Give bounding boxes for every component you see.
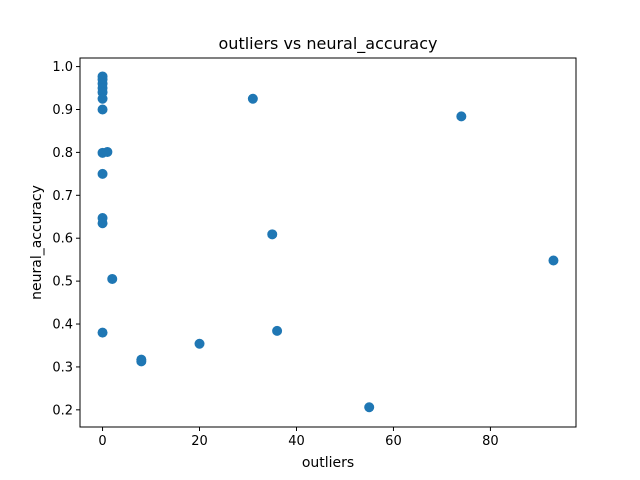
x-tick-label: 80 <box>482 434 499 449</box>
y-tick-label: 0.3 <box>52 360 73 375</box>
data-point <box>247 93 258 104</box>
data-point <box>97 93 108 104</box>
data-point <box>267 229 278 240</box>
data-points <box>97 71 559 413</box>
y-tick-label: 0.4 <box>52 318 73 333</box>
x-axis-label: outliers <box>302 455 354 471</box>
data-point <box>456 111 467 122</box>
y-tick-label: 0.2 <box>52 403 73 418</box>
y-tick-label: 0.9 <box>52 103 73 118</box>
data-point <box>548 255 559 266</box>
x-tick-label: 60 <box>385 434 402 449</box>
data-point <box>97 104 108 115</box>
data-point <box>97 218 108 229</box>
y-tick-label: 0.7 <box>52 189 73 204</box>
plot-area-frame <box>79 57 577 428</box>
x-axis-ticks: 0 20 40 60 80 <box>98 427 499 449</box>
y-tick-label: 1.0 <box>52 60 73 75</box>
x-tick-label: 20 <box>191 434 208 449</box>
data-point <box>97 327 108 338</box>
data-point <box>97 168 108 179</box>
data-point <box>272 325 283 336</box>
chart-title: outliers vs neural_accuracy <box>219 34 438 54</box>
x-tick-label: 0 <box>98 434 106 449</box>
data-point <box>194 338 205 349</box>
data-point <box>102 146 113 157</box>
data-point <box>107 273 118 284</box>
data-point <box>364 402 375 413</box>
y-axis-ticks: 0.2 0.3 0.4 0.5 0.6 0.7 0.8 0.9 1.0 <box>52 60 80 418</box>
data-point <box>136 356 147 367</box>
y-tick-label: 0.6 <box>52 232 73 247</box>
x-tick-label: 40 <box>288 434 305 449</box>
y-tick-label: 0.5 <box>52 275 73 290</box>
y-tick-label: 0.8 <box>52 146 73 161</box>
y-axis-label: neural_accuracy <box>29 185 45 300</box>
